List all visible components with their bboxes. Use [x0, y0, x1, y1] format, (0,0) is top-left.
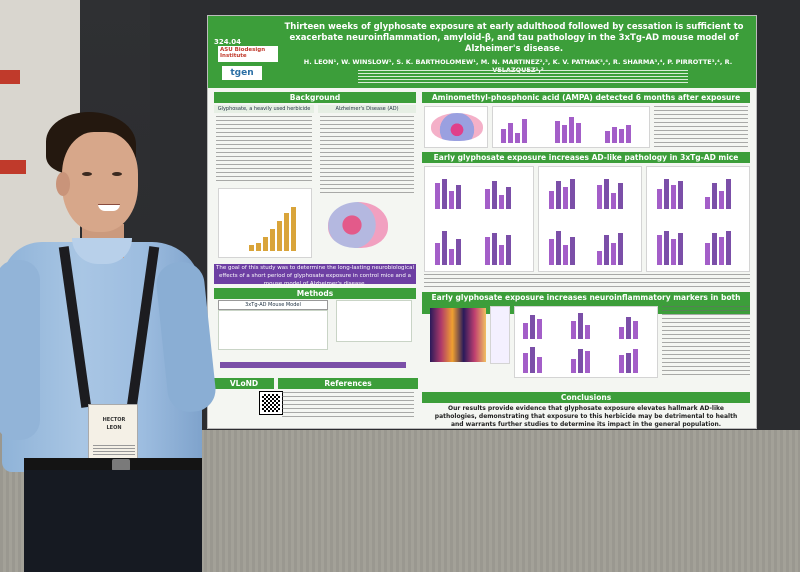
- study-goal: The goal of this study was to determine …: [214, 264, 416, 287]
- references-text: [282, 392, 414, 420]
- badge-first-name: HECTOR: [102, 417, 126, 423]
- glyphosate-text: [216, 116, 312, 184]
- brain-illustration: [328, 202, 388, 248]
- qr-code: [259, 391, 283, 415]
- mouse-model-table: [218, 310, 328, 350]
- smile: [98, 204, 120, 211]
- usage-bars: [249, 207, 296, 251]
- research-poster: 324.04 ASU Biodesign Institute tgen Thir…: [208, 16, 756, 428]
- badge-details: [93, 445, 135, 455]
- conclusion-text: Our results provide evidence that glypho…: [434, 405, 738, 428]
- inflammation-caption: [662, 306, 750, 378]
- poster-code: 324.04: [214, 38, 242, 46]
- neighbor-tag: [0, 70, 20, 84]
- dose-table: [336, 300, 412, 342]
- section-ampa: Aminomethyl-phosphonic acid (AMPA) detec…: [422, 92, 750, 103]
- pathology-panel-a: [424, 166, 534, 272]
- ad-text: [320, 116, 414, 196]
- ampa-caption: [654, 106, 748, 148]
- section-methods: Methods: [214, 288, 416, 299]
- inflammation-charts: [514, 306, 658, 378]
- dark-pants: [24, 470, 202, 572]
- face: [62, 132, 138, 232]
- badge-last-name: LEON: [106, 425, 122, 431]
- section-pathology: Early glyphosate exposure increases AD-l…: [422, 152, 750, 163]
- subhead-alzheimers: Alzheimer's Disease (AD): [318, 105, 416, 113]
- exposure-timeline: [220, 362, 406, 368]
- section-conclusions: Conclusions: [422, 392, 750, 403]
- asu-logo: ASU Biodesign Institute: [218, 46, 278, 62]
- left-arm: [0, 260, 40, 440]
- usage-chart: [218, 188, 312, 258]
- poster-title: Thirteen weeks of glyphosate exposure at…: [284, 22, 744, 54]
- tgen-logo: tgen: [222, 66, 262, 80]
- subhead-glyphosate: Glyphosate, a heavily used herbicide: [214, 105, 314, 113]
- pathology-caption: [424, 274, 750, 290]
- right-eye: [112, 172, 122, 176]
- heatmap: [430, 308, 486, 362]
- pathology-panel-c: [646, 166, 750, 272]
- name-badge: HECTOR LEON: [88, 404, 138, 468]
- section-vlond: VLoND: [214, 378, 274, 389]
- affiliations: [358, 70, 688, 84]
- belt-buckle: [112, 459, 130, 471]
- section-references: References: [278, 378, 418, 389]
- neighbor-tag: [0, 160, 26, 174]
- ampa-brain-map: [424, 106, 488, 148]
- subhead-mouse-model: 3xTg-AD Mouse Model: [218, 300, 328, 310]
- ampa-bar-charts: [492, 106, 650, 148]
- ear: [56, 172, 70, 196]
- pathology-panel-b: [538, 166, 642, 272]
- heatmap-labels: [490, 306, 510, 364]
- left-eye: [82, 172, 92, 176]
- section-background: Background: [214, 92, 416, 103]
